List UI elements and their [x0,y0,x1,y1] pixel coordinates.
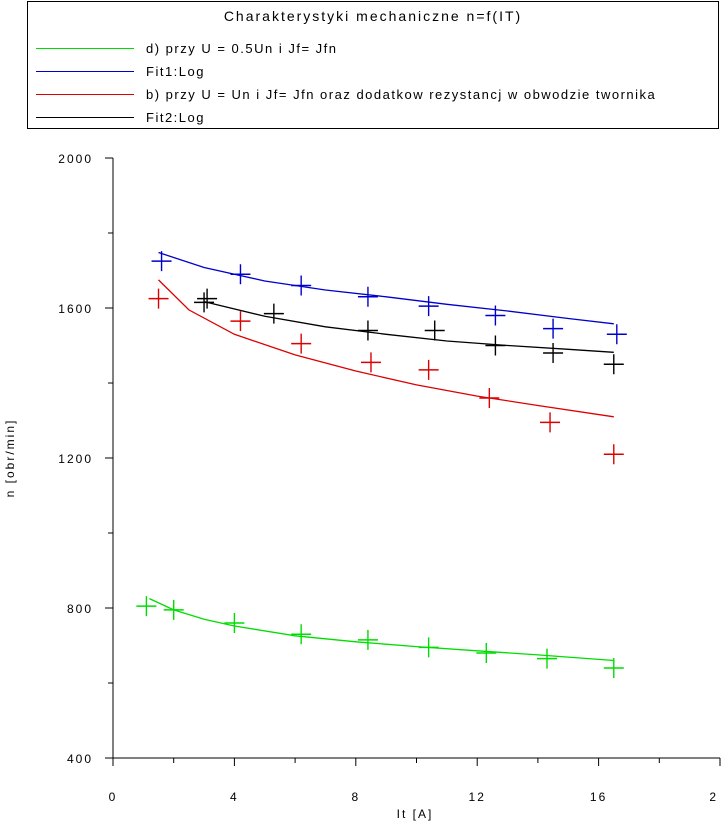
x-tick-label: 0 [109,790,118,804]
legend-entry: Fit2:Log [36,106,205,128]
legend-label: Fit2:Log [146,109,205,125]
data-point [194,292,215,313]
y-tick-label: 800 [67,602,93,616]
data-point [230,311,251,332]
fit-line [149,598,614,662]
legend-entry: b) przy U = Un i Jf= Jfn oraz dodatkow r… [36,83,656,105]
data-point [360,352,381,373]
data-point [543,343,564,363]
data-point [476,643,497,663]
data-point [537,648,558,669]
legend: Charakterystyki mechaniczne n=f(IT) d) p… [27,1,719,129]
legend-swatch-red [36,93,134,95]
data-point [224,613,245,633]
x-tick-label: 12 [469,790,486,804]
data-point [291,275,312,296]
data-point [357,286,378,307]
data-point [151,251,172,272]
legend-label: b) przy U = Un i Jf= Jfn oraz dodatkow r… [146,86,657,102]
legend-swatch-black [36,116,134,118]
data-point [603,354,624,375]
x-tick-label: 8 [351,790,360,804]
data-point [291,333,312,354]
data-point [291,624,312,645]
y-tick-label: 1200 [58,452,93,466]
y-tick-label: 2000 [58,152,93,166]
fit-line [158,251,614,325]
data-point [230,264,251,285]
data-point [263,303,284,324]
data-point [485,305,506,326]
data-point [543,318,564,339]
data-point [357,320,378,341]
x-tick-label: 4 [230,790,239,804]
data-point [485,335,506,356]
data-point [540,412,561,433]
x-tick-label: 16 [590,790,607,804]
data-point [603,444,624,465]
data-point [418,296,439,317]
data-point [357,629,378,650]
legend-entry: d) przy U = 0.5Un i Jf= Jfn [36,37,338,59]
y-tick-label: 400 [67,752,93,766]
x-tick-label: 2 [709,790,718,804]
legend-label: d) przy U = 0.5Un i Jf= Jfn [146,40,338,56]
x-axis-title: It [A] [397,807,434,821]
legend-entry: Fit1:Log [36,60,205,82]
fit-line [203,300,614,353]
data-point [197,288,218,309]
ticks: 400 800 1200 1600 2000 0 4 8 12 16 2 [58,152,721,804]
data-point [424,320,445,341]
data-point [418,359,439,380]
data-point [148,288,169,309]
y-tick-label: 1600 [58,302,93,316]
legend-label: Fit1:Log [146,63,205,79]
data-point [136,596,157,617]
y-axis-title: n [obr/min] [3,419,17,498]
fit-line [158,279,614,418]
data-point [606,324,627,345]
data-point [603,658,624,678]
chart-title: Charakterystyki mechaniczne n=f(IT) [223,8,523,24]
legend-swatch-green [36,47,134,49]
series [136,251,627,678]
legend-swatch-blue [36,70,134,72]
